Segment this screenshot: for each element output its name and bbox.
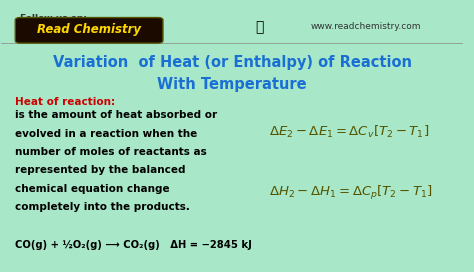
- Text: chemical equation change: chemical equation change: [15, 184, 170, 194]
- Text: $\Delta H_2 - \Delta H_1 = \Delta C_p [T_2 - T_1]$: $\Delta H_2 - \Delta H_1 = \Delta C_p [T…: [269, 184, 433, 202]
- Text: completely into the products.: completely into the products.: [15, 202, 190, 212]
- Text: 🌐: 🌐: [255, 20, 264, 34]
- Text: Heat of reaction:: Heat of reaction:: [15, 97, 115, 107]
- Text: CO(g) + ½O₂(g) ⟶ CO₂(g)   ΔH = −2845 kJ: CO(g) + ½O₂(g) ⟶ CO₂(g) ΔH = −2845 kJ: [15, 240, 252, 250]
- Text: Follow us on:: Follow us on:: [20, 14, 87, 23]
- Text: www.readchemistry.com: www.readchemistry.com: [310, 23, 421, 32]
- Text: number of moles of reactants as: number of moles of reactants as: [15, 147, 207, 157]
- FancyBboxPatch shape: [15, 17, 163, 43]
- Text: $\Delta E_2 - \Delta E_1 = \Delta C_v [T_2 - T_1]$: $\Delta E_2 - \Delta E_1 = \Delta C_v [T…: [269, 124, 429, 140]
- Text: evolved in a reaction when the: evolved in a reaction when the: [15, 129, 198, 139]
- Text: With Temperature: With Temperature: [157, 77, 307, 92]
- Text: represented by the balanced: represented by the balanced: [15, 165, 186, 175]
- Text: is the amount of heat absorbed or: is the amount of heat absorbed or: [15, 110, 218, 120]
- Text: Read Chemistry: Read Chemistry: [37, 23, 141, 36]
- Text: Variation  of Heat (or Enthalpy) of Reaction: Variation of Heat (or Enthalpy) of React…: [53, 55, 412, 70]
